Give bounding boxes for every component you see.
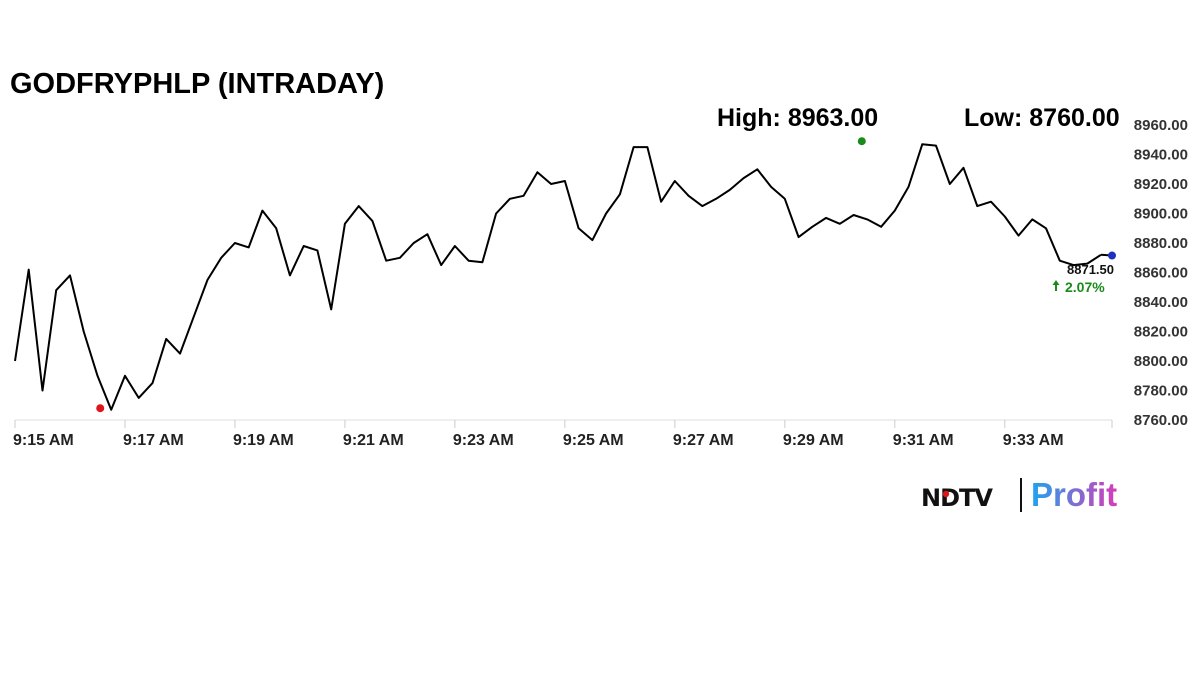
x-tick-label: 9:17 AM <box>123 432 184 449</box>
y-tick-label: 8940.00 <box>1134 147 1188 164</box>
high-label: High: 8963.00 <box>717 104 878 132</box>
y-axis: 8760.00 8780.00 8800.00 8820.00 8840.00 8860.… <box>1134 117 1188 429</box>
y-tick-label: 8900.00 <box>1134 206 1188 223</box>
last-price-label: 8871.50 <box>1067 262 1114 277</box>
x-tick-label: 9:31 AM <box>893 432 954 449</box>
price-series <box>14 143 1113 411</box>
x-tick-label: 9:21 AM <box>343 432 404 449</box>
y-tick-label: 8780.00 <box>1134 383 1188 400</box>
x-tick-label: 9:33 AM <box>1003 432 1064 449</box>
change-percent: 2.07% <box>1065 279 1105 295</box>
arrow-up-icon <box>1052 280 1060 291</box>
x-tick-label: 9:27 AM <box>673 432 734 449</box>
chart-markers <box>96 137 1116 413</box>
low-marker <box>96 404 105 413</box>
y-tick-label: 8820.00 <box>1134 324 1188 341</box>
high-marker <box>857 137 866 146</box>
logo-profit-text: Profit <box>1031 476 1117 513</box>
y-tick-label: 8960.00 <box>1134 117 1188 134</box>
x-tick-label: 9:25 AM <box>563 432 624 449</box>
chart-title: GODFRYPHLP (INTRADAY) <box>10 68 384 100</box>
y-tick-label: 8840.00 <box>1134 294 1188 311</box>
logo-divider <box>1020 478 1022 512</box>
x-tick-label: 9:23 AM <box>453 432 514 449</box>
low-label: Low: 8760.00 <box>964 104 1120 132</box>
ndtv-profit-logo: NDTV Profit <box>921 476 1117 513</box>
x-tick-label: 9:29 AM <box>783 432 844 449</box>
x-tick-label: 9:15 AM <box>13 432 74 449</box>
price-line <box>14 143 1102 411</box>
y-tick-label: 8800.00 <box>1134 353 1188 370</box>
y-tick-label: 8760.00 <box>1134 412 1188 429</box>
last-price-marker <box>1108 251 1116 260</box>
change-indicator: 2.07% <box>1052 279 1105 295</box>
x-tick-label: 9:19 AM <box>233 432 294 449</box>
y-tick-label: 8920.00 <box>1134 176 1188 193</box>
logo-ndtv-text: NDTV <box>921 484 993 512</box>
x-axis: 9:15 AM 9:17 AM 9:19 AM 9:21 AM 9:23 AM 9:25 … <box>13 419 1113 449</box>
y-tick-label: 8860.00 <box>1134 265 1188 282</box>
y-tick-label: 8880.00 <box>1134 235 1188 252</box>
logo-red-dot <box>942 490 950 498</box>
